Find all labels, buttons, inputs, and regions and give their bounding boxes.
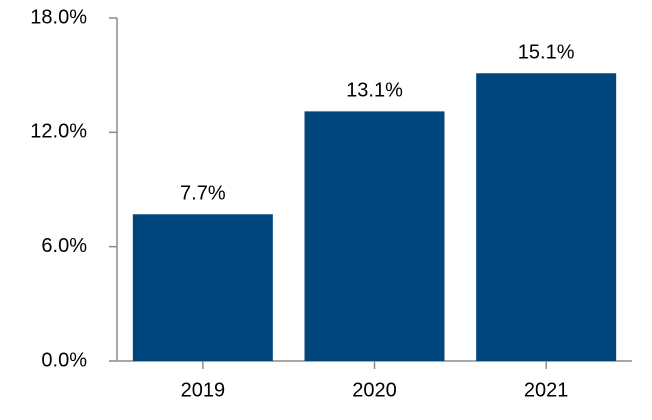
bar <box>132 214 273 361</box>
x-tick-label: 2020 <box>352 379 397 401</box>
bar <box>476 73 617 361</box>
data-label: 7.7% <box>180 183 226 205</box>
y-tick-label: 18.0% <box>30 6 87 28</box>
data-label: 15.1% <box>518 42 575 64</box>
y-tick-label: 12.0% <box>30 121 87 143</box>
bar <box>304 111 445 361</box>
data-label: 13.1% <box>346 80 403 102</box>
x-tick-label: 2019 <box>181 379 226 401</box>
x-tick-label: 2021 <box>524 379 569 401</box>
y-tick-label: 6.0% <box>41 235 87 257</box>
y-tick-label: 0.0% <box>41 349 87 371</box>
